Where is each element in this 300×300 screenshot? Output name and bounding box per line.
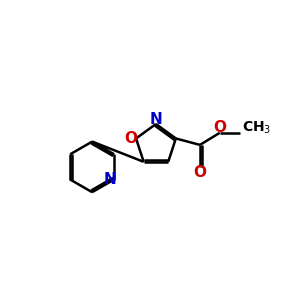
- Text: CH$_3$: CH$_3$: [242, 119, 271, 136]
- Text: N: N: [104, 172, 116, 187]
- Text: O: O: [194, 165, 206, 180]
- Text: O: O: [213, 120, 226, 135]
- Text: N: N: [150, 112, 162, 127]
- Text: O: O: [125, 131, 138, 146]
